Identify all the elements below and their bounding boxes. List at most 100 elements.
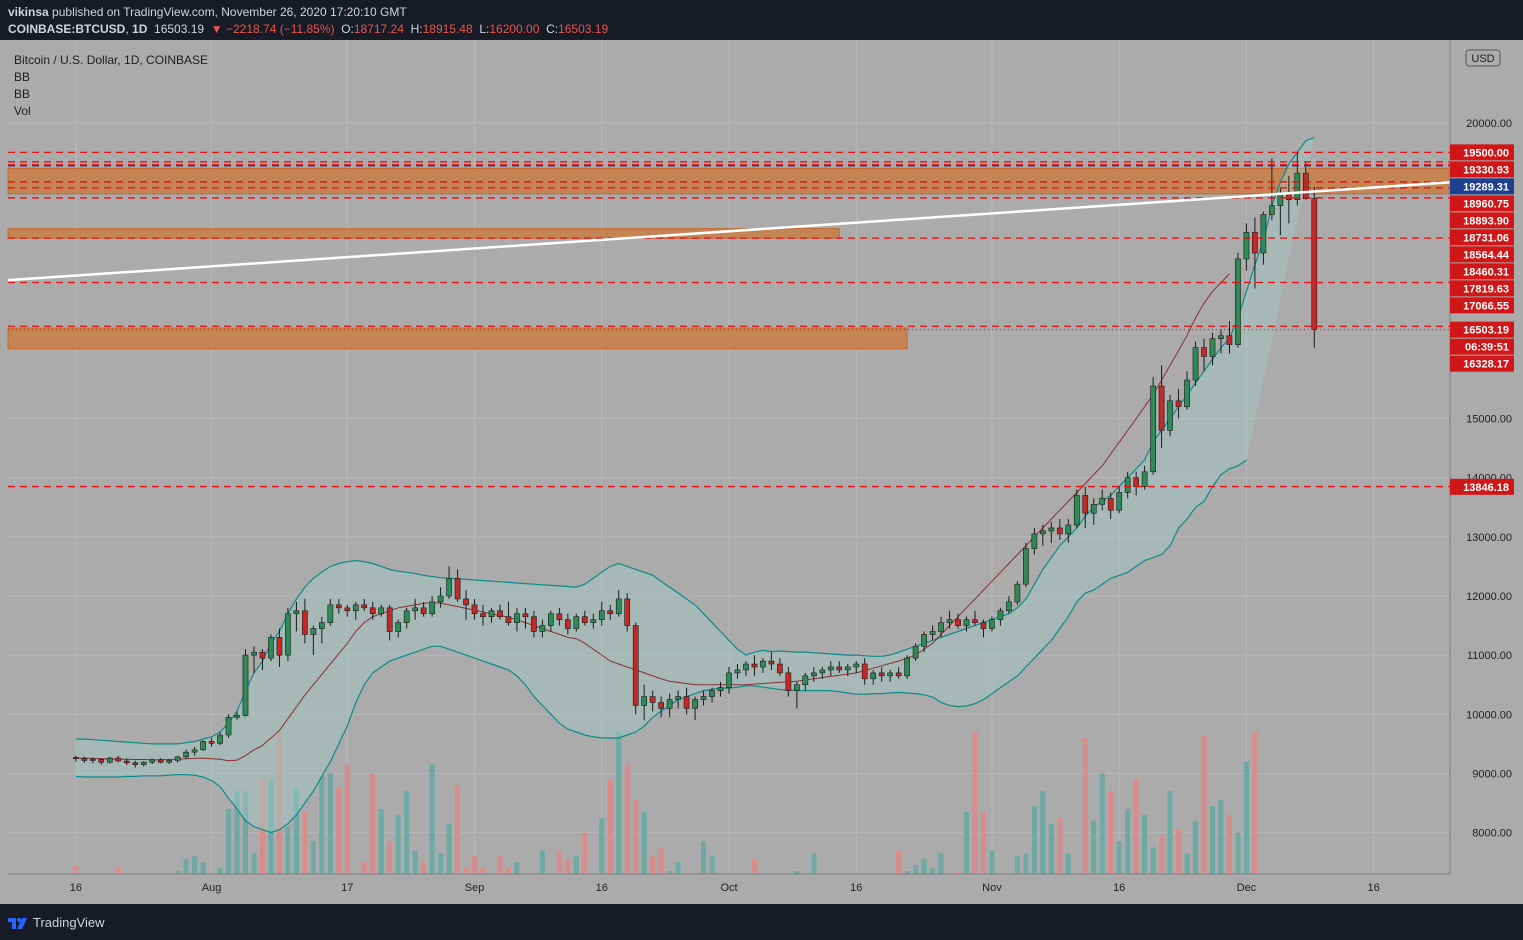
volume-bar — [1209, 805, 1216, 874]
legend-volume[interactable]: Vol — [14, 104, 31, 118]
candle — [463, 590, 469, 620]
price-tag: 16503.19 — [1450, 321, 1514, 338]
candle-body — [1269, 205, 1275, 215]
price-tag-box — [1450, 161, 1514, 178]
candle — [293, 601, 300, 632]
volume-bar — [344, 764, 350, 874]
candle — [242, 649, 249, 717]
candle — [607, 604, 614, 620]
candle-body — [819, 669, 826, 674]
volume-bar — [709, 856, 715, 874]
price-tag: 19330.93 — [1450, 161, 1514, 178]
candle — [1048, 522, 1055, 543]
candle-body — [327, 604, 334, 623]
price-tag-label: 18731.06 — [1463, 232, 1509, 244]
candle — [200, 740, 206, 751]
volume-bar — [938, 853, 944, 874]
candle — [429, 596, 435, 617]
candle — [454, 569, 461, 602]
volume-bar — [505, 868, 512, 874]
price-chart[interactable]: FCP ZoneVIKINSA 20000.0015000.0014000.00… — [0, 40, 1523, 904]
candle — [938, 616, 944, 638]
volume-bar — [1116, 841, 1122, 874]
candle-body — [242, 654, 249, 716]
volume-bar — [361, 862, 367, 874]
volume-bar — [573, 856, 579, 874]
candle — [997, 607, 1004, 626]
volume-bar — [667, 871, 673, 874]
candle — [149, 758, 156, 764]
volume-bar — [293, 788, 299, 874]
x-tick-label: 16 — [70, 882, 82, 894]
volume-bar — [1192, 820, 1199, 874]
candle-body — [268, 637, 274, 659]
price-tag: 18960.75 — [1450, 195, 1514, 212]
candle-body — [836, 666, 843, 671]
candle — [1023, 542, 1029, 588]
candle-body — [632, 625, 639, 706]
candle — [446, 566, 452, 599]
brand-name[interactable]: TradingView — [33, 915, 105, 930]
candle-body — [548, 613, 554, 626]
volume-bar — [955, 871, 961, 874]
legend-bb-2[interactable]: BB — [14, 87, 30, 101]
candle-body — [514, 613, 520, 623]
candle-body — [1099, 498, 1106, 505]
close-value: 16503.19 — [558, 22, 609, 36]
candle-body — [1082, 495, 1089, 514]
candle — [166, 759, 173, 764]
volume-bar — [1057, 817, 1063, 874]
candle — [1252, 217, 1258, 289]
candle-body — [123, 760, 130, 764]
footer-bar: TradingView — [0, 904, 1523, 940]
candle — [683, 687, 690, 715]
zones-layer — [7, 167, 1451, 350]
axes-layer: 20000.0015000.0014000.0013000.0012000.00… — [0, 40, 1523, 904]
candle — [963, 616, 970, 632]
candle-body — [1218, 335, 1224, 340]
candle-body — [488, 610, 495, 618]
volume-bar — [259, 779, 266, 874]
candle-body — [369, 607, 376, 615]
candle-body — [412, 607, 418, 612]
candle — [734, 664, 741, 679]
candle — [505, 601, 512, 626]
volume-bar — [1142, 814, 1148, 874]
candle-body — [149, 759, 156, 763]
candle — [497, 604, 503, 620]
volume-bar — [319, 776, 325, 874]
candle — [819, 666, 826, 679]
candle-body — [1192, 347, 1199, 381]
author-name[interactable]: vikinsa — [8, 5, 49, 19]
price-tag-box — [1450, 195, 1514, 212]
candle-body — [1133, 477, 1139, 487]
candle — [1124, 471, 1131, 499]
candle-body — [683, 696, 690, 709]
candle-body — [378, 607, 385, 615]
volume-bar — [421, 862, 427, 874]
candle — [319, 616, 325, 644]
candle-body — [420, 607, 427, 615]
candle-body — [1243, 231, 1250, 260]
candle — [624, 593, 631, 632]
candle — [522, 607, 529, 629]
legend-bb-1[interactable]: BB — [14, 70, 30, 84]
volume-bar — [480, 868, 486, 874]
candle — [259, 649, 266, 670]
volume-bar — [616, 732, 622, 874]
currency-badge[interactable]: USD — [1465, 49, 1501, 67]
candle-body — [471, 604, 478, 615]
candle — [539, 619, 546, 638]
candle — [785, 666, 792, 697]
x-tick-label: Dec — [1237, 882, 1257, 894]
candle — [420, 601, 427, 617]
volume-bar — [980, 811, 987, 874]
price-tag-box — [1450, 246, 1514, 263]
candle-body — [217, 734, 223, 744]
candle-body — [234, 715, 240, 718]
candle — [1014, 581, 1021, 605]
candle-body — [310, 628, 317, 635]
candle — [1150, 377, 1156, 475]
candle — [1090, 498, 1097, 526]
open-value: 18717.24 — [353, 22, 404, 36]
